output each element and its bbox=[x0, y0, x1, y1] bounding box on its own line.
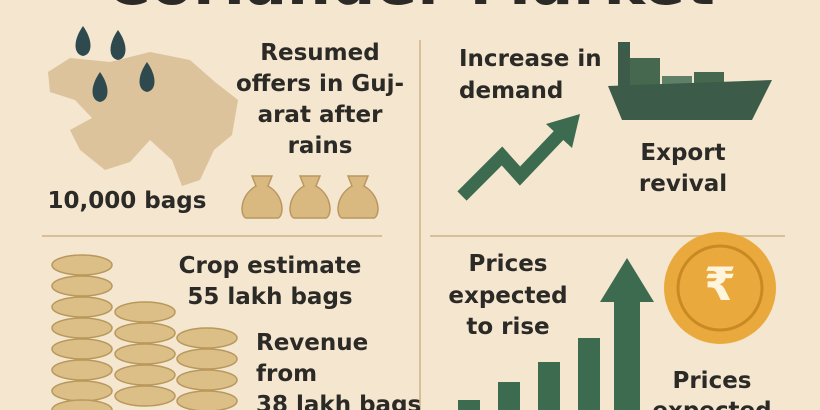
note: Export bbox=[640, 140, 725, 166]
rising-bars bbox=[458, 258, 654, 410]
coin bbox=[664, 232, 776, 344]
headline: expected bbox=[448, 283, 567, 309]
bag-stacks bbox=[51, 254, 238, 410]
headline: Prices bbox=[468, 251, 547, 277]
headline: demand bbox=[459, 78, 563, 104]
headline: Resumed bbox=[260, 40, 379, 66]
note: 38 lakh bags bbox=[256, 392, 421, 410]
coin-symbol: ₹ bbox=[704, 257, 736, 311]
title: Coriander Market bbox=[105, 0, 715, 19]
note: Revenue bbox=[256, 330, 368, 356]
headline: offers in Guj- bbox=[236, 71, 404, 97]
note: revival bbox=[639, 171, 727, 197]
rain-drops bbox=[75, 26, 155, 102]
headline: to rise bbox=[466, 314, 549, 340]
headline: Increase in bbox=[459, 46, 602, 72]
headline: Crop estimate bbox=[179, 253, 362, 279]
sacks bbox=[241, 175, 379, 219]
note: from bbox=[256, 361, 317, 387]
growth-arrow bbox=[457, 114, 580, 201]
ship bbox=[608, 42, 772, 120]
note: expected bbox=[652, 398, 771, 410]
headline: rains bbox=[288, 133, 353, 159]
headline: arat after bbox=[258, 102, 384, 128]
headline: 55 lakh bags bbox=[187, 284, 352, 310]
note: Prices bbox=[672, 368, 751, 394]
note: 10,000 bags bbox=[48, 188, 207, 214]
